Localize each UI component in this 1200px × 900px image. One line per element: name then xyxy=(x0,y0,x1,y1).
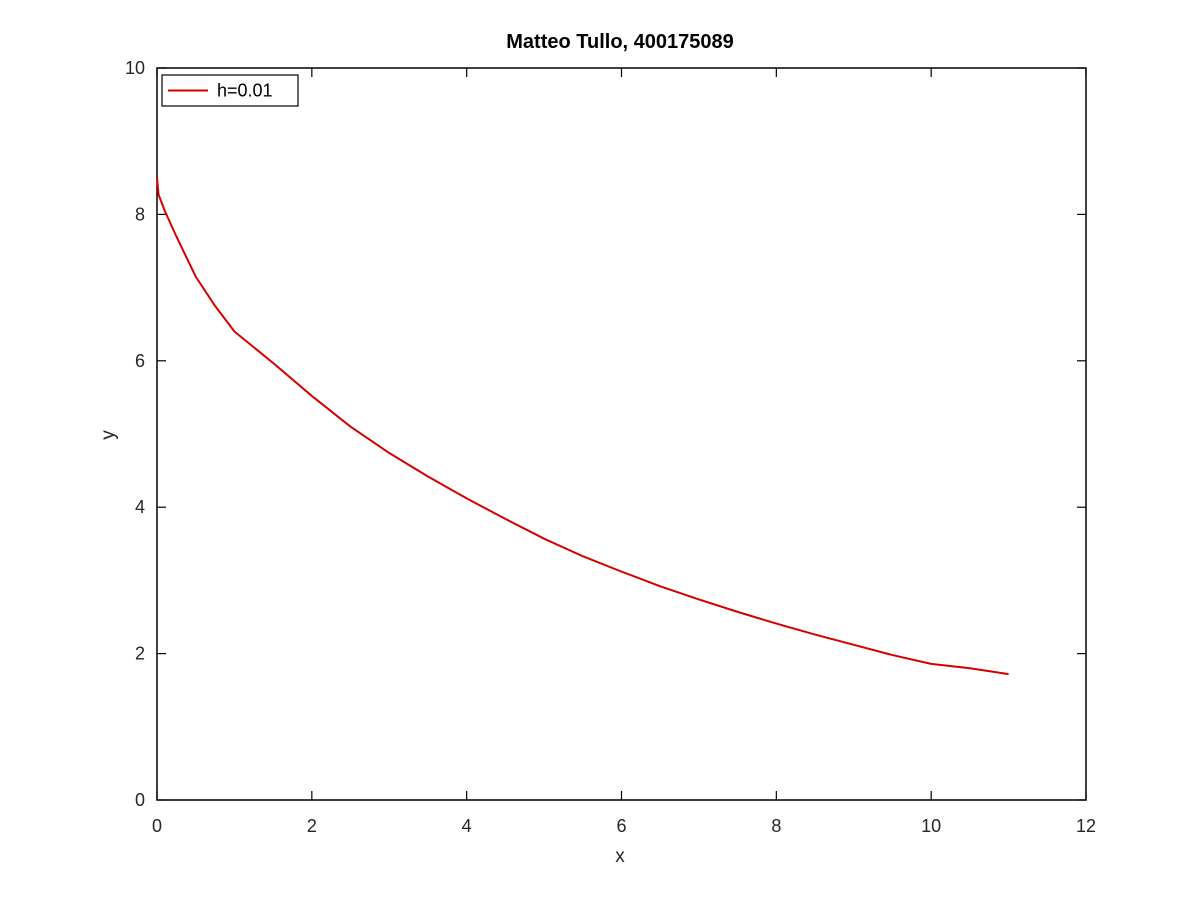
axes-box xyxy=(156,67,1087,801)
y-tick-label: 0 xyxy=(135,790,145,810)
y-axis-label: y xyxy=(98,430,119,440)
x-tick-label: 6 xyxy=(616,816,626,836)
plot-area: 0 2 4 6 8 10 12 0 2 4 6 8 10 h=0.01 xyxy=(125,58,1096,836)
x-tick-label: 8 xyxy=(771,816,781,836)
y-tick-label: 6 xyxy=(135,351,145,371)
series-line xyxy=(156,177,1009,676)
chart-title: Matteo Tullo, 400175089 xyxy=(506,31,734,53)
x-tick-label: 2 xyxy=(307,816,317,836)
y-tick-label: 8 xyxy=(135,204,145,224)
y-tick-label: 2 xyxy=(135,644,145,664)
x-tick-label: 4 xyxy=(462,816,472,836)
x-tick-label: 0 xyxy=(152,816,162,836)
y-tick-label: 4 xyxy=(135,497,145,517)
y-tick-label: 10 xyxy=(125,58,145,78)
x-tick-label: 10 xyxy=(921,816,941,836)
x-axis-label: x xyxy=(615,846,625,867)
legend-label: h=0.01 xyxy=(217,81,273,101)
x-tick-label: 12 xyxy=(1076,816,1096,836)
